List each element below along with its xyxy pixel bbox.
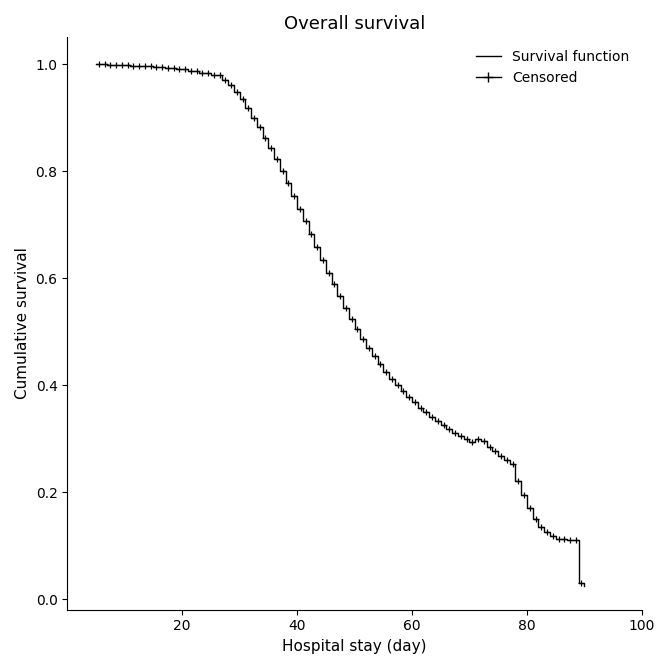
Y-axis label: Cumulative survival: Cumulative survival bbox=[15, 248, 30, 399]
Title: Overall survival: Overall survival bbox=[284, 15, 425, 33]
Legend: Survival function, Censored: Survival function, Censored bbox=[470, 44, 635, 90]
X-axis label: Hospital stay (day): Hospital stay (day) bbox=[282, 639, 427, 654]
